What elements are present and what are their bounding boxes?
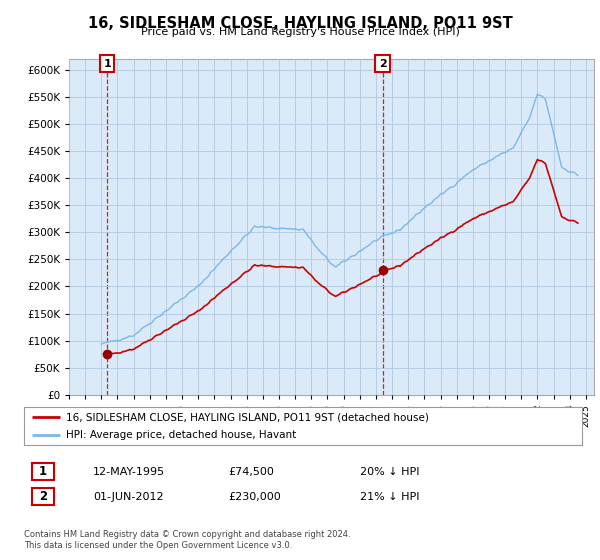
Text: 21% ↓ HPI: 21% ↓ HPI: [360, 492, 419, 502]
Text: Contains HM Land Registry data © Crown copyright and database right 2024.
This d: Contains HM Land Registry data © Crown c…: [24, 530, 350, 550]
Text: 1: 1: [103, 59, 111, 69]
Text: 12-MAY-1995: 12-MAY-1995: [93, 466, 165, 477]
Text: HPI: Average price, detached house, Havant: HPI: Average price, detached house, Hava…: [66, 430, 296, 440]
Text: £74,500: £74,500: [228, 466, 274, 477]
Text: 2: 2: [379, 59, 386, 69]
Text: 20% ↓ HPI: 20% ↓ HPI: [360, 466, 419, 477]
Text: 16, SIDLESHAM CLOSE, HAYLING ISLAND, PO11 9ST: 16, SIDLESHAM CLOSE, HAYLING ISLAND, PO1…: [88, 16, 512, 31]
Text: Price paid vs. HM Land Registry's House Price Index (HPI): Price paid vs. HM Land Registry's House …: [140, 27, 460, 38]
Text: £230,000: £230,000: [228, 492, 281, 502]
Text: 16, SIDLESHAM CLOSE, HAYLING ISLAND, PO11 9ST (detached house): 16, SIDLESHAM CLOSE, HAYLING ISLAND, PO1…: [66, 412, 429, 422]
Text: 2: 2: [39, 490, 47, 503]
Text: 1: 1: [39, 465, 47, 478]
Text: 01-JUN-2012: 01-JUN-2012: [93, 492, 164, 502]
